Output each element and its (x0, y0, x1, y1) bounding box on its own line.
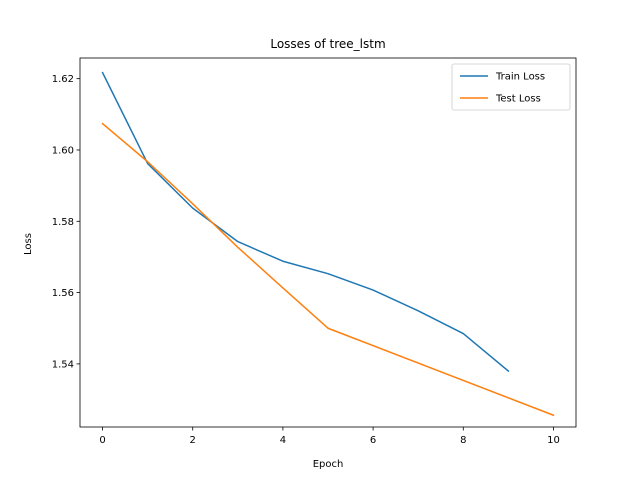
legend-label-1: Train Loss (495, 72, 545, 83)
x-tick-label: 8 (460, 435, 466, 446)
x-axis-title: Epoch (313, 459, 344, 470)
y-tick-label: 1.54 (52, 359, 74, 370)
legend: Train Loss Test Loss (451, 63, 571, 111)
x-tick-label: 2 (190, 435, 196, 446)
legend-label-2: Test Loss (495, 94, 541, 105)
series-line-2 (101, 122, 555, 417)
y-tick-label: 1.58 (52, 217, 74, 228)
x-tick-label: 0 (99, 435, 105, 446)
chart-title: Losses of tree_lstm (270, 37, 385, 51)
series-layer (101, 71, 555, 417)
y-tick-label: 1.56 (52, 288, 74, 299)
series-line-1 (101, 71, 510, 373)
axes-layer: 0 2 4 6 8 10 1.54 1.56 1.58 1.60 1.62 (52, 57, 577, 446)
y-tick-label: 1.60 (52, 145, 74, 156)
x-tick-label: 6 (370, 435, 376, 446)
x-tick-label: 10 (547, 435, 560, 446)
y-axis-title: Loss (23, 233, 34, 255)
y-tick-label: 1.62 (52, 74, 74, 85)
x-tick-label: 4 (280, 435, 286, 446)
axes-frame (79, 57, 577, 428)
